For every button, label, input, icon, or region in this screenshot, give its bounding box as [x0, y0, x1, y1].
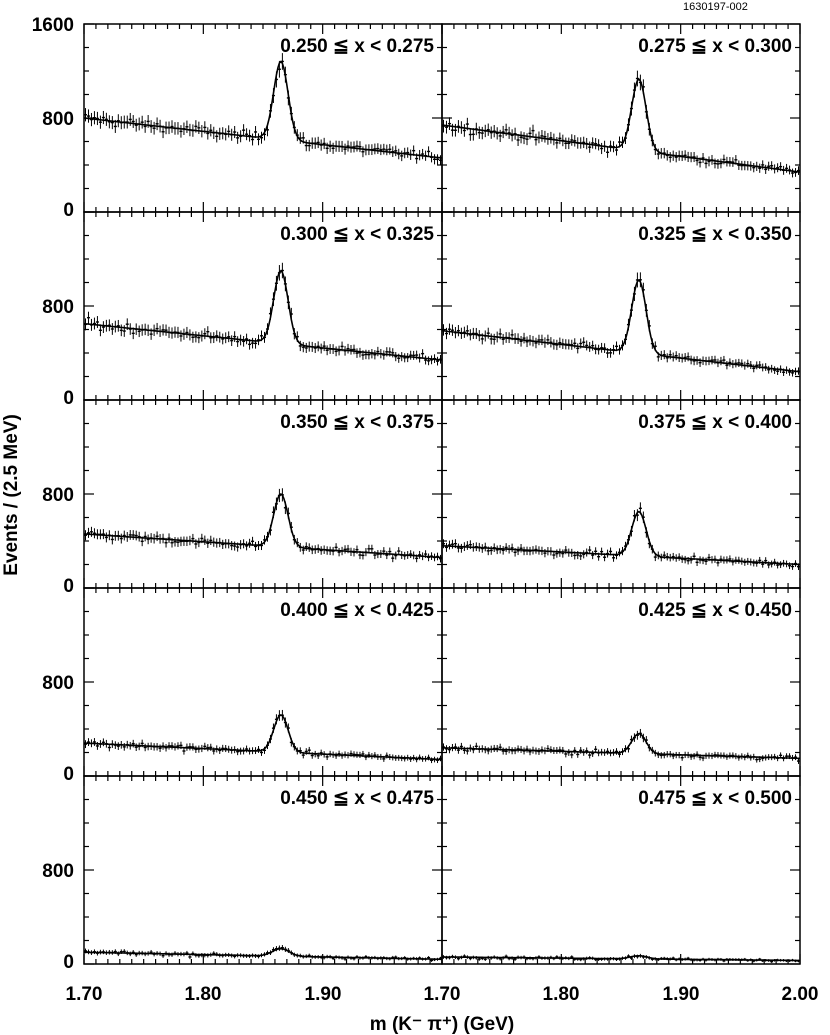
panel: 0.275 ≦ x < 0.300 [441, 23, 801, 213]
y-tick-label: 0 [63, 952, 74, 973]
y-tick-label: 800 [42, 485, 74, 506]
x-tick-label: 1.80 [185, 984, 222, 1005]
panel-label: 0.450 ≦ x < 0.475 [280, 788, 434, 809]
x-tick-label: 1.70 [66, 984, 103, 1005]
panel-label: 0.400 ≦ x < 0.425 [280, 600, 434, 621]
panel: 0.375 ≦ x < 0.400 [441, 399, 801, 589]
panel-label: 0.375 ≦ x < 0.400 [638, 412, 792, 433]
x-axis-title: m (K⁻ π⁺) (GeV) [370, 1014, 514, 1035]
panel: 0.350 ≦ x < 0.375 [83, 399, 443, 589]
y-tick-label: 800 [42, 109, 74, 130]
panel: 0.400 ≦ x < 0.425 [83, 587, 443, 777]
panel: 0.300 ≦ x < 0.325 [83, 211, 443, 401]
x-tick-label: 1.70 [424, 984, 461, 1005]
y-tick-label: 1600 [32, 15, 74, 36]
y-tick-label: 0 [63, 576, 74, 597]
panel: 0.425 ≦ x < 0.450 [441, 587, 801, 777]
fit-curve [83, 60, 443, 159]
panel-label: 0.300 ≦ x < 0.325 [280, 224, 434, 245]
panel-label: 0.250 ≦ x < 0.275 [280, 36, 434, 57]
fit-curve [441, 78, 801, 173]
tick-labels: 1600 800 0 800 0 800 0 800 0 800 0 1.70 1.80 1.90 1.70… [32, 15, 819, 1005]
y-tick-label: 800 [42, 673, 74, 694]
panel: 0.325 ≦ x < 0.350 [441, 211, 801, 401]
y-tick-label: 800 [42, 297, 74, 318]
panel-label: 0.350 ≦ x < 0.375 [280, 412, 434, 433]
x-tick-label: 1.80 [543, 984, 580, 1005]
x-tick-label: 1.90 [663, 984, 700, 1005]
panel: 0.475 ≦ x < 0.500 [441, 775, 801, 965]
panel-label: 0.425 ≦ x < 0.450 [638, 600, 792, 621]
fit-curve [83, 269, 443, 361]
fit-curve [441, 510, 801, 566]
y-axis-title: Events / (2.5 MeV) [1, 414, 22, 576]
x-tick-label: 2.00 [782, 984, 819, 1005]
y-tick-label: 0 [63, 764, 74, 785]
fit-curve [441, 278, 801, 373]
panel: 0.450 ≦ x < 0.475 [83, 775, 443, 965]
fit-curve [84, 493, 443, 559]
y-tick-label: 0 [63, 200, 74, 221]
figure-id: 1630197-002 [683, 1, 748, 13]
panel-label: 0.275 ≦ x < 0.300 [638, 36, 792, 57]
panel-grid: 0.250 ≦ x < 0.275 0.275 ≦ x < 0.300 0.300 … [83, 23, 801, 965]
panel-label: 0.475 ≦ x < 0.500 [638, 788, 792, 809]
panel: 0.250 ≦ x < 0.275 [83, 23, 443, 213]
panel-label: 0.325 ≦ x < 0.350 [638, 224, 792, 245]
y-tick-label: 800 [42, 861, 74, 882]
x-tick-label: 1.90 [305, 984, 342, 1005]
y-tick-label: 0 [63, 388, 74, 409]
